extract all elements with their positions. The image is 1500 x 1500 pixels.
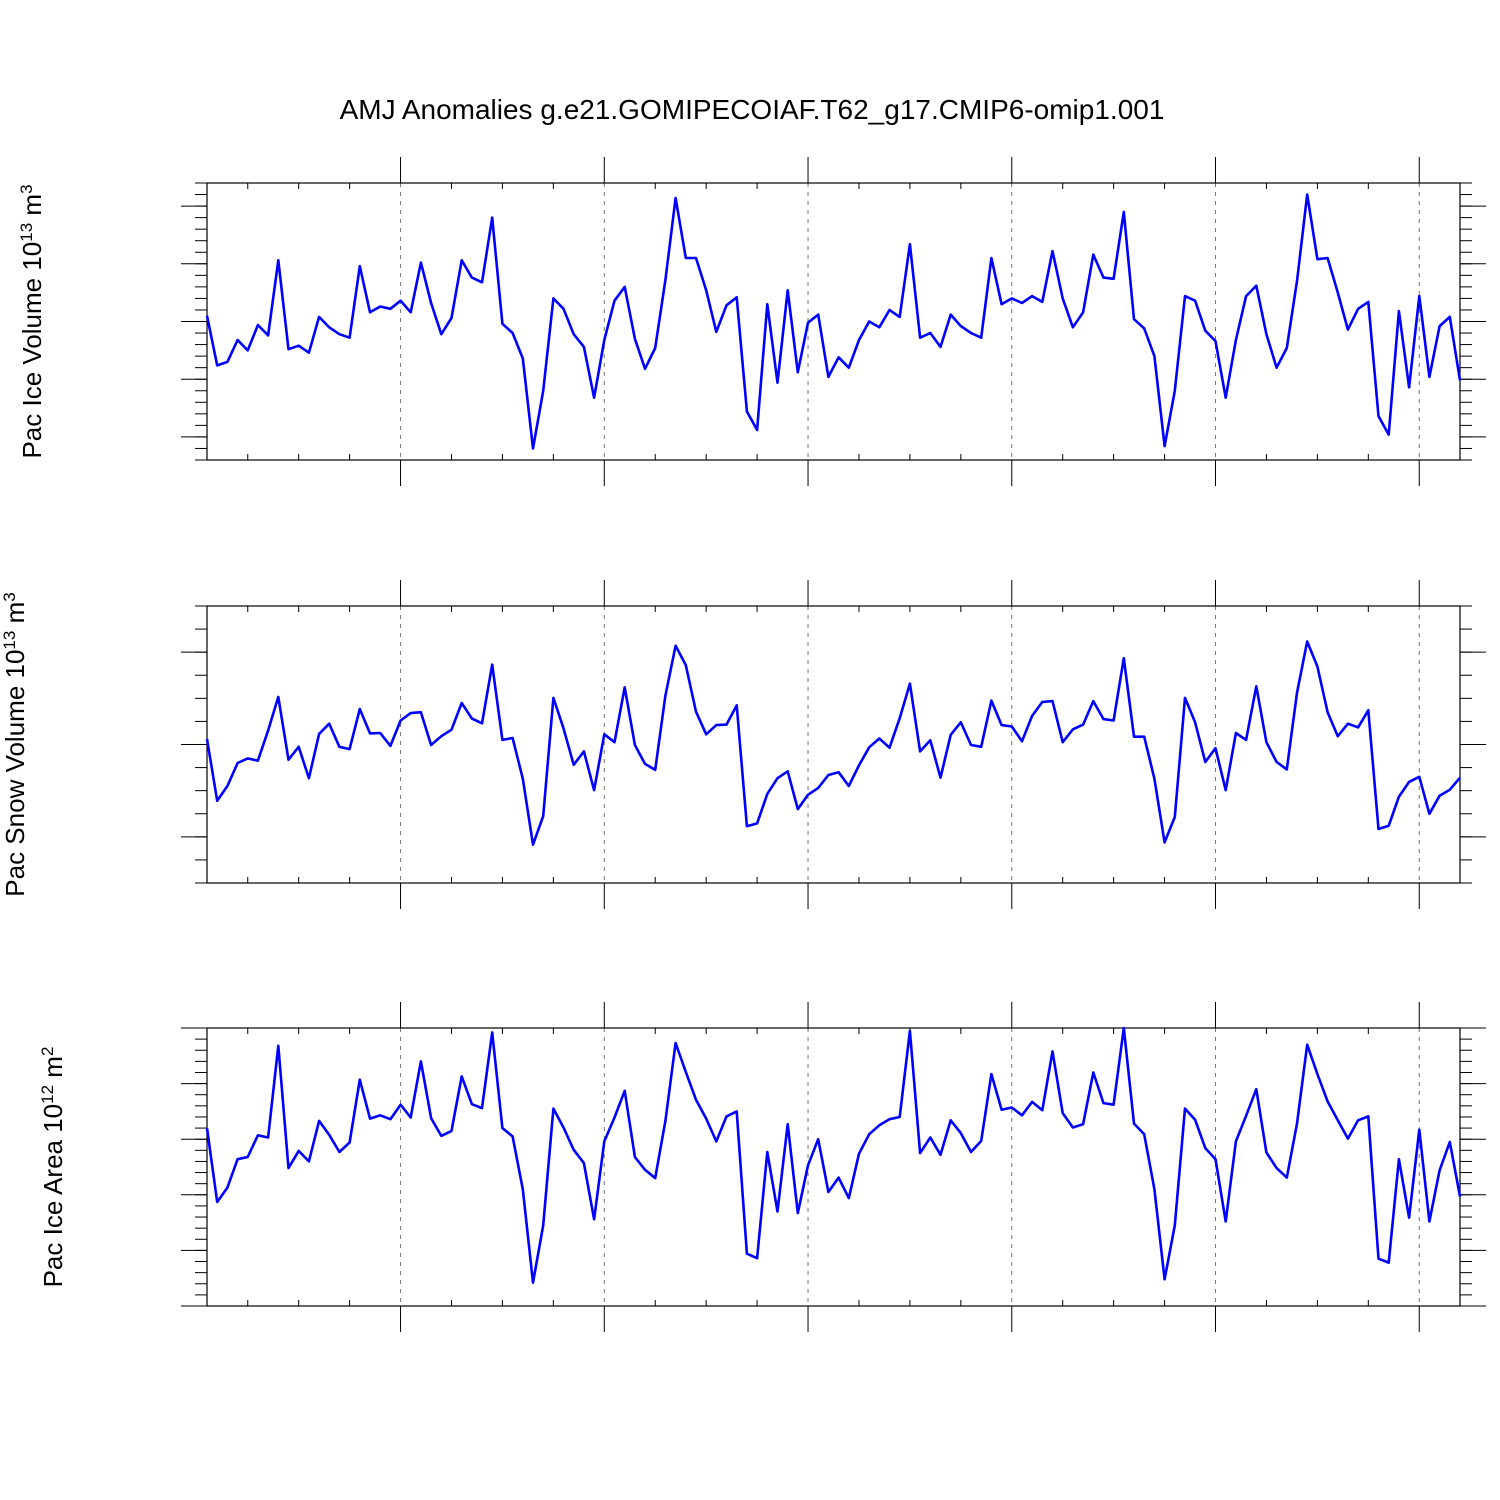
y-label-unit: m <box>38 1056 68 1078</box>
y-label-exponent: 12 <box>38 1085 57 1104</box>
plot-frame <box>206 182 1461 461</box>
plot-frame <box>206 605 1461 884</box>
y-label-main: Pac Snow Volume 10 <box>0 650 30 897</box>
y-label-space <box>0 623 30 630</box>
y-axis-label: Pac Snow Volume 1013 m3 <box>0 592 30 896</box>
y-label-exponent: 13 <box>17 223 36 242</box>
panel-1: Pac Ice Volume 1013 m3 <box>17 157 1486 486</box>
series-line-3 <box>205 1026 1462 1284</box>
y-label-main: Pac Ice Volume 10 <box>17 242 47 459</box>
y-axis-label-text: Pac Ice Volume 1013 m3 <box>17 184 48 458</box>
chart-title: AMJ Anomalies g.e21.GOMIPECOIAF.T62_g17.… <box>340 94 1165 125</box>
y-axis-label-text: Pac Snow Volume 1013 m3 <box>0 592 30 896</box>
y-label-unit: m <box>17 194 47 216</box>
series-line-1 <box>205 193 1462 450</box>
y-label-space <box>38 1078 68 1085</box>
plot-frame <box>206 1027 1461 1307</box>
y-label-space <box>17 216 47 223</box>
y-axis-label: Pac Ice Area 1012 m2 <box>38 1047 69 1288</box>
y-label-unit-exponent: 3 <box>17 184 36 193</box>
panel-2: Pac Snow Volume 1013 m3 <box>0 580 1486 909</box>
y-axis-label: Pac Ice Volume 1013 m3 <box>17 184 48 458</box>
y-label-main: Pac Ice Area 10 <box>38 1104 68 1288</box>
series-line-2 <box>205 640 1461 847</box>
y-axis-label-text: Pac Ice Area 1012 m2 <box>38 1047 69 1288</box>
y-label-exponent: 13 <box>0 631 19 650</box>
y-label-unit-exponent: 3 <box>0 592 19 601</box>
y-label-unit-exponent: 2 <box>38 1047 57 1056</box>
y-label-unit: m <box>0 602 30 624</box>
panel-3: Pac Ice Area 1012 m2 <box>38 1002 1486 1332</box>
